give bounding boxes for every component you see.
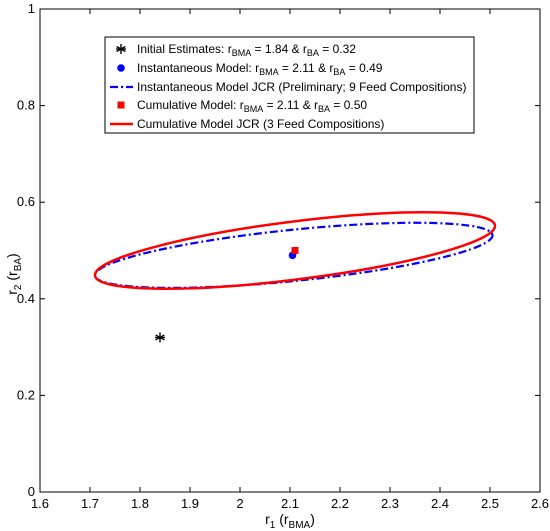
y-tick-label: 0.2 [17, 387, 35, 402]
x-tick-label: 2.3 [381, 496, 399, 511]
legend-text-part: BA [307, 48, 319, 58]
legend-text: Cumulative Model: rBMA = 2.11 & rBA = 0.… [137, 98, 367, 114]
x-tick-label: 2.4 [431, 496, 449, 511]
x-tick-label: 1.7 [81, 496, 99, 511]
x-axis-label: r1 (rBMA) [265, 511, 315, 531]
legend-text-part: = 0.32 [319, 42, 356, 56]
legend-item: Initial Estimates: rBMA = 1.84 & rBA = 0… [116, 42, 356, 58]
legend-item: Cumulative Model JCR (3 Feed Composition… [110, 117, 384, 131]
x-tick-label: 2 [236, 496, 243, 511]
legend-text-part: = 2.11 & r [279, 61, 334, 75]
instantaneous-jcr-ellipse [93, 221, 494, 289]
cumulative-jcr-ellipse [93, 211, 497, 290]
y-tick-label: 1 [28, 1, 35, 16]
data-points [155, 247, 299, 343]
x-tick-label: 2.5 [481, 496, 499, 511]
legend-marker [117, 64, 125, 72]
y-tick-labels: 0 0.2 0.4 0.6 0.8 1 [17, 1, 35, 499]
legend: Initial Estimates: rBMA = 1.84 & rBA = 0… [104, 36, 475, 134]
y-tick-label: 0.6 [17, 194, 35, 209]
legend-text-part: = 1.84 & r [251, 42, 307, 56]
y-axis-label: r2 (rBA) [4, 253, 24, 294]
x-tick-label: 1.6 [31, 496, 49, 511]
legend-text-part: Instantaneous Model JCR (Preliminary; 9 … [137, 80, 466, 94]
legend-item: Instantaneous Model: rBMA = 2.11 & rBA =… [117, 61, 383, 77]
initial-point [155, 332, 165, 343]
legend-text-part: = 0.50 [330, 98, 367, 112]
x-tick-label: 2.6 [531, 496, 549, 511]
cumulative-point [291, 247, 299, 254]
legend-text-part: = 0.49 [345, 61, 382, 75]
x-tick-labels: 1.6 1.7 1.8 1.9 2 2.1 2.2 2.3 2.4 2.5 2.6 [31, 496, 549, 511]
legend-text-part: BA [333, 67, 345, 77]
legend-marker [117, 101, 125, 109]
legend-text-part: BMA [244, 104, 264, 114]
legend-text-part: Cumulative Model: r [137, 98, 244, 112]
jcr-ellipses [93, 211, 497, 290]
legend-text-part: Instantaneous Model: r [137, 61, 259, 75]
legend-text: Cumulative Model JCR (3 Feed Composition… [137, 117, 384, 131]
x-tick-label: 1.9 [181, 496, 199, 511]
legend-items: Initial Estimates: rBMA = 1.84 & rBA = 0… [110, 42, 466, 131]
legend-marker [116, 44, 126, 54]
legend-text-part: Initial Estimates: r [137, 42, 232, 56]
legend-text: Instantaneous Model JCR (Preliminary; 9 … [137, 80, 466, 94]
x-tick-label: 2.1 [281, 496, 299, 511]
legend-text: Instantaneous Model: rBMA = 2.11 & rBA =… [137, 61, 383, 77]
legend-text-part: BA [318, 104, 330, 114]
x-tick-label: 2.2 [331, 496, 349, 511]
y-tick-label: 0 [28, 484, 35, 499]
legend-item: Instantaneous Model JCR (Preliminary; 9 … [110, 80, 466, 94]
axis-ticks [39, 8, 541, 493]
legend-text-part: BMA [232, 48, 252, 58]
legend-text: Initial Estimates: rBMA = 1.84 & rBA = 0… [137, 42, 356, 58]
y-tick-label: 0.8 [17, 98, 35, 113]
y-tick-label: 0.4 [17, 291, 35, 306]
legend-item: Cumulative Model: rBMA = 2.11 & rBA = 0.… [117, 98, 367, 114]
legend-text-part: BMA [259, 67, 279, 77]
legend-text-part: Cumulative Model JCR (3 Feed Composition… [137, 117, 384, 131]
x-tick-label: 1.8 [131, 496, 149, 511]
legend-text-part: = 2.11 & r [263, 98, 318, 112]
legend-box [104, 36, 475, 134]
